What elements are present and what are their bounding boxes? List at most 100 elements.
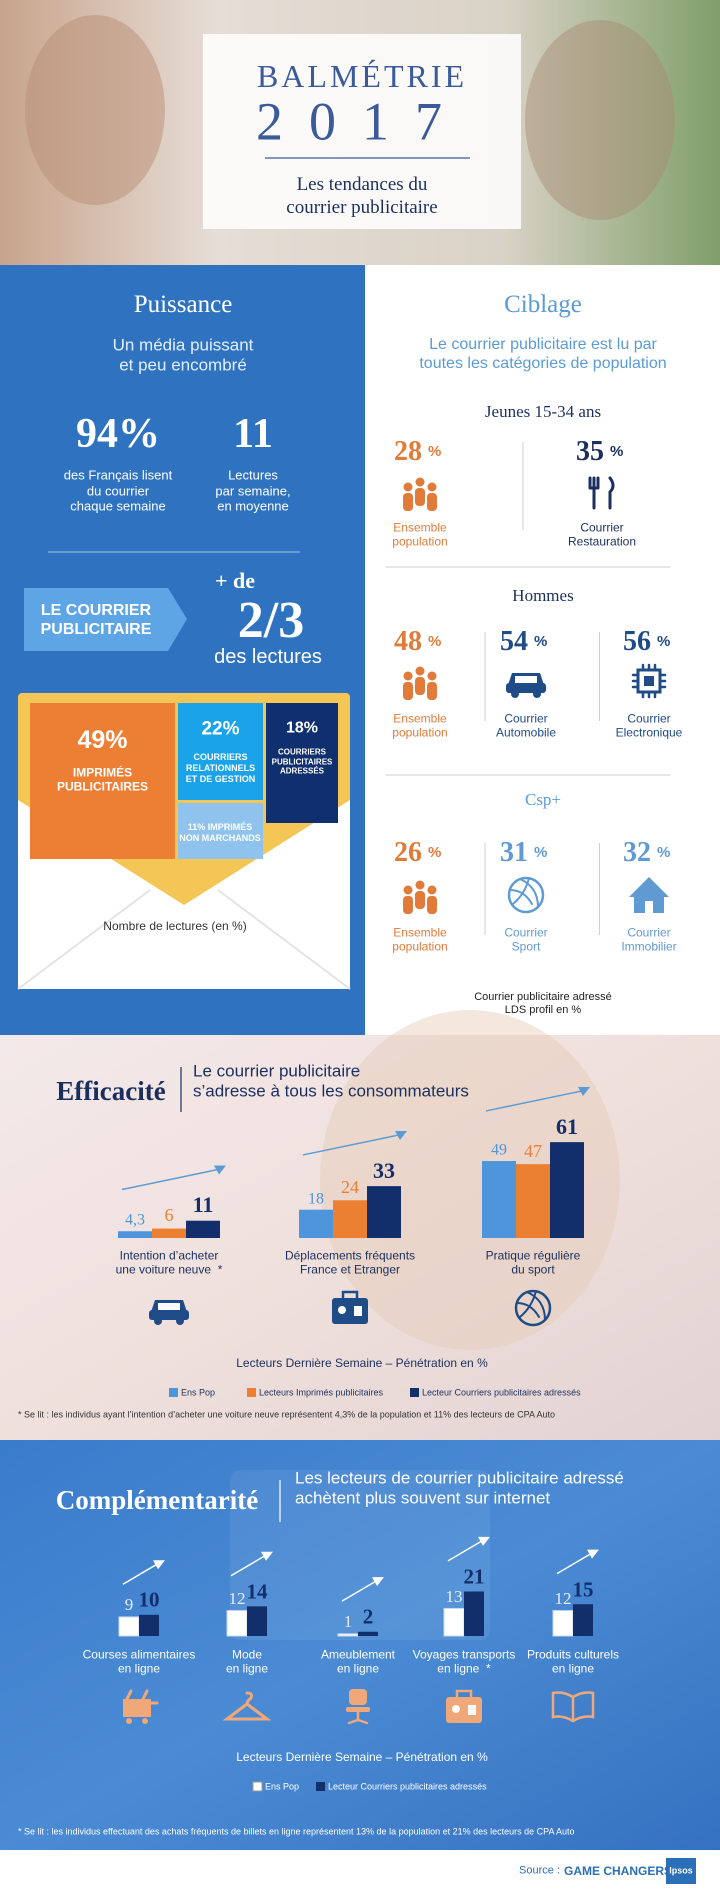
text: 2/3 [237,591,305,649]
envelope-fold [17,889,151,990]
value-label: 4,3 [125,1211,145,1229]
trend-arrow-head [214,1165,226,1175]
icon-part [415,880,425,890]
category-label: Déplacements fréquents France et Etrange… [284,1248,416,1277]
icon-part [516,1290,546,1321]
trend-arrow [122,1563,158,1585]
icon-part [644,676,654,686]
icon [346,1689,370,1725]
icon-part [514,1289,552,1327]
icon-part [346,1707,370,1712]
text: 54 [500,626,528,658]
text: 32 [623,837,651,869]
text: Nombre de lectures (en %) [103,918,247,933]
icon-part [427,682,437,700]
icon-part [354,1306,362,1316]
text: Courrier publicitaire adressé LDS profil… [474,990,612,1016]
legend-label: Ens Pop [181,1387,216,1398]
legend-label: Lecteurs Imprimés publicitaires [259,1387,384,1398]
trend-arrow-head [395,1130,407,1140]
text: Courrier Immobilier [621,925,677,954]
text: 94% [76,410,160,457]
footnote: * Se lit : les individus effectuant des … [18,1826,575,1837]
icon [332,1290,368,1324]
icon [631,663,667,699]
value-label: 13 [445,1586,463,1606]
text: Le courrier publicitaire est lu par tout… [419,335,667,372]
photo-laptop [230,1470,490,1640]
text: Le courrier publicitaire s’adresse à tou… [193,1061,469,1101]
icon-part [468,1705,476,1715]
icon-part [403,682,413,700]
bar [152,1228,186,1238]
text: COURRIERS RELATIONNELS ET DE GESTION [185,751,256,784]
text: Jeunes 15-34 ans [484,401,602,421]
bar [550,1142,584,1238]
category-label: Voyages transports en ligne * [412,1647,516,1676]
icon-part [176,1317,184,1325]
icon-part [645,901,653,913]
icon-part [403,896,413,914]
bar [337,1633,359,1637]
icon-part [349,1689,367,1705]
text: 56 [623,626,651,658]
icon-part [629,877,669,913]
envelope-segment [178,703,263,800]
chart-caption: Lecteurs Dernière Semaine – Pénétration … [236,1355,488,1370]
text: Les tendances du courrier publicitaire [286,174,438,218]
text: % [534,844,548,861]
trend-arrow [121,1168,219,1191]
icon-part [427,671,437,681]
title-box [203,34,521,229]
icon-part [452,1705,460,1713]
category-label: Intention d’acheter une voiture neuve * [115,1248,223,1277]
value-label: 49 [491,1141,507,1159]
icon-part [142,1718,148,1724]
text: 22% [201,718,240,740]
text: Csp+ [524,789,562,809]
bar [552,1610,574,1637]
bar [443,1607,465,1637]
value-label: 12 [554,1588,572,1608]
icon-part [427,493,437,511]
text: Lectures par semaine, en moyenne [215,467,291,514]
text: Un média puissant et peu encombré [112,335,254,375]
icon-part [415,666,425,676]
icon-part [511,690,519,698]
photo-figure [25,15,165,205]
value-label: 61 [556,1113,578,1139]
trend-arrow-head [261,1551,273,1561]
text: % [657,844,671,861]
text: Hommes [512,585,574,605]
text: 2017 [256,91,468,152]
icon-part [446,1697,482,1723]
icon [403,666,437,700]
trend-arrow-head [578,1086,590,1096]
icon-part [154,1317,162,1325]
bar [118,1231,152,1238]
envelope-segment [178,803,263,859]
icon-part [415,891,425,909]
icon [588,476,615,510]
text: % [657,633,671,650]
text: Les lecteurs de courrier publicitaire ad… [295,1468,624,1508]
chart-caption: Lecteurs Dernière Semaine – Pénétration … [236,1749,488,1764]
text: COURRIERS PUBLICITAIRES ADRESSÉS [271,747,333,776]
complementarite-panel [0,1440,720,1850]
value-label: 9 [124,1594,134,1614]
bar [367,1186,401,1238]
icon-part [158,1303,180,1310]
text: % [428,844,442,861]
text: 35 [576,436,604,468]
trend-arrow [556,1552,592,1575]
icon-part [455,1689,473,1699]
bar [482,1161,516,1238]
value-label: 2 [362,1604,374,1629]
envelope-segment [266,703,338,823]
icon [403,880,437,914]
text: 28 [394,436,422,468]
bar [186,1220,220,1238]
text: Ciblage [504,291,582,318]
